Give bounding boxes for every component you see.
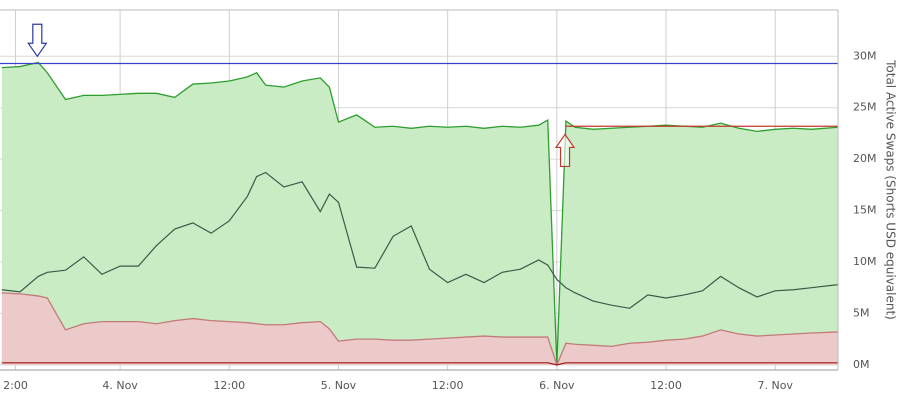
area-fill	[1, 292, 838, 365]
arrow-marker	[554, 133, 576, 168]
plot-area	[0, 23, 839, 367]
y-tick-label: 20M	[853, 152, 877, 165]
y-tick-label: 25M	[853, 101, 877, 114]
x-tick-label: 5. Nov	[321, 379, 357, 392]
y-tick-label: 15M	[853, 204, 877, 217]
y-tick-label: 30M	[853, 49, 877, 62]
area-line	[1, 292, 839, 367]
x-tick-label: 2:00	[3, 379, 28, 392]
x-tick-label: 7. Nov	[757, 379, 793, 392]
series-line	[1, 362, 838, 366]
x-tick-label: 6. Nov	[539, 379, 575, 392]
arrow-marker	[27, 23, 48, 58]
y-tick-label: 5M	[853, 306, 870, 319]
x-tick-label: 12:00	[650, 379, 682, 392]
series-line	[1, 171, 839, 309]
x-tick-label: 12:00	[432, 379, 464, 392]
y-tick-label: 10M	[853, 255, 877, 268]
axes: 0M 5M 10M 15M 20M 25M 30M 2:00 4. Nov 12:00 5. Nov…	[0, 9, 877, 392]
y-tick-label: 0M	[853, 358, 870, 371]
x-tick-label: 4. Nov	[102, 379, 138, 392]
y-axis-label: Total Active Swaps (Shorts USD equivalen…	[884, 59, 898, 320]
area-fill	[1, 62, 838, 365]
x-tick-label: 12:00	[213, 379, 245, 392]
